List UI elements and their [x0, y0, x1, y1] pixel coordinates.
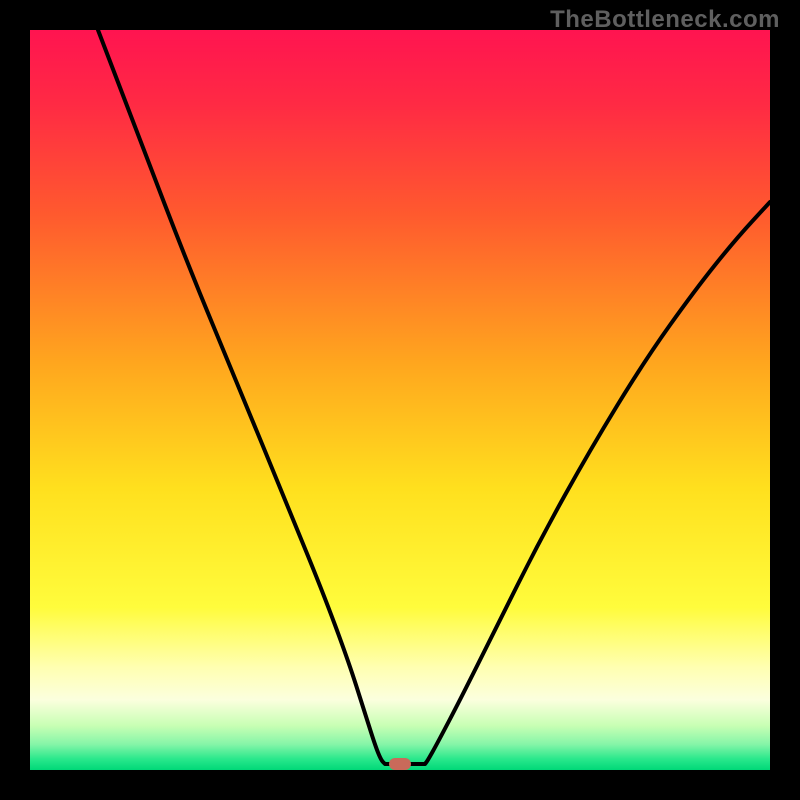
bottleneck-curve	[98, 30, 770, 764]
minimum-marker	[389, 758, 411, 770]
curve-overlay	[30, 30, 770, 770]
chart-frame: TheBottleneck.com	[0, 0, 800, 800]
plot-area	[30, 30, 770, 770]
